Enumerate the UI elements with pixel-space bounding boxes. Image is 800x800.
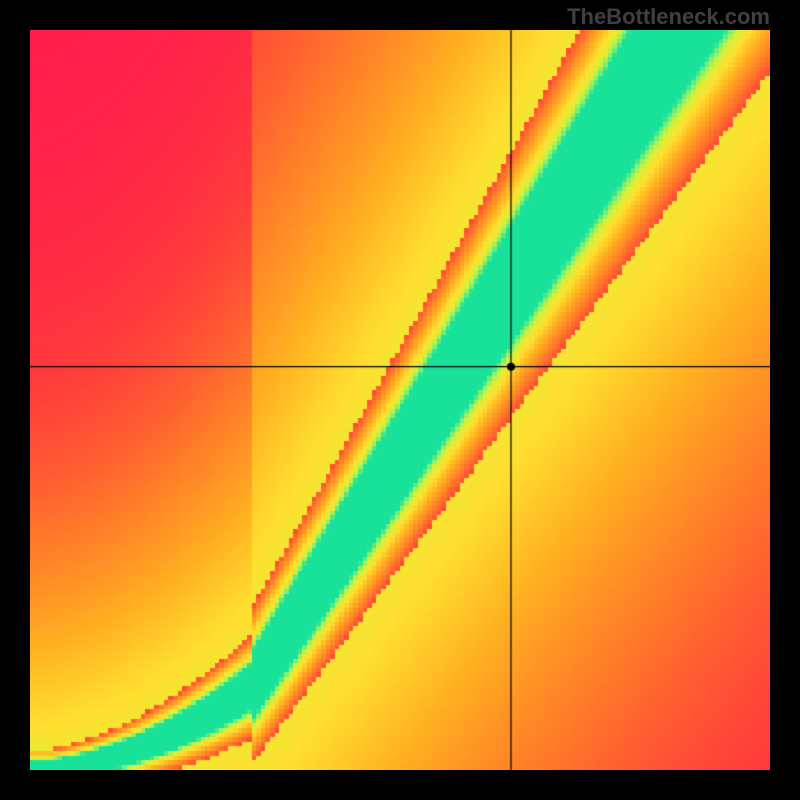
bottleneck-heatmap xyxy=(30,30,770,770)
chart-container: TheBottleneck.com xyxy=(0,0,800,800)
watermark-text: TheBottleneck.com xyxy=(567,4,770,30)
